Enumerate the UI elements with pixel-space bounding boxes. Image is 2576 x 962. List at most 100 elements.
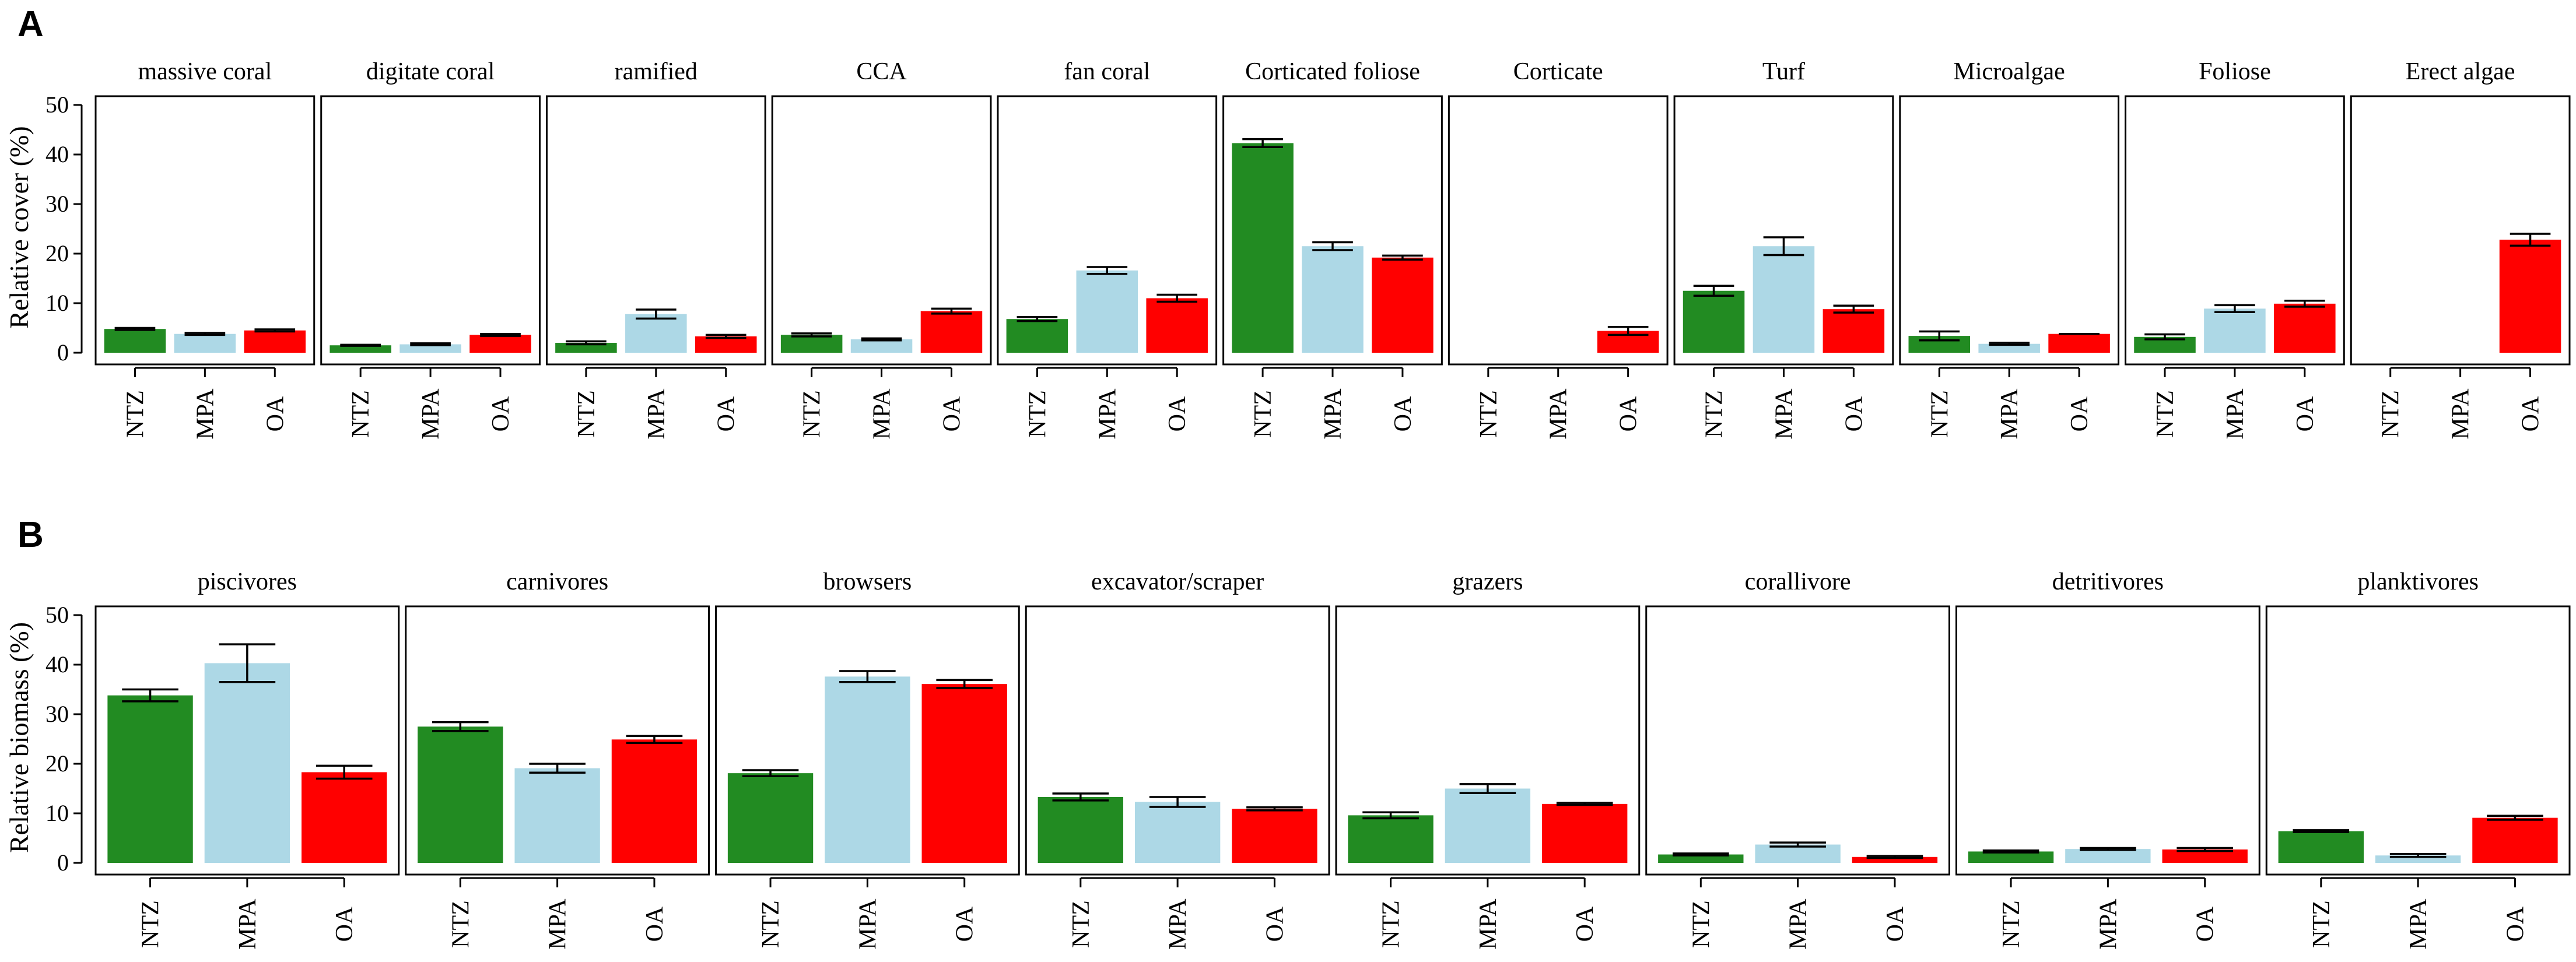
x-tick-label-ntz: NTZ	[758, 900, 784, 948]
error-bar	[566, 340, 607, 346]
facet-frame	[320, 95, 541, 366]
bar-ntz	[330, 345, 391, 353]
facet-title: excavator/scraper	[1091, 568, 1264, 595]
x-tick-label-mpa: MPA	[854, 898, 881, 950]
bar-ntz	[727, 773, 814, 863]
error-bar	[1052, 792, 1109, 802]
bar-oa	[244, 330, 306, 353]
bar-mpa	[1445, 788, 1531, 863]
facet-frame	[1673, 95, 1894, 366]
x-tick-label-mpa: MPA	[1545, 388, 1572, 440]
x-tick-label-mpa: MPA	[418, 388, 444, 440]
facet-frame	[94, 605, 400, 876]
facet-title: planktivores	[2357, 568, 2479, 595]
y-tick-label-b: 0	[57, 849, 69, 876]
facet-title: corallivore	[1745, 568, 1851, 595]
error-bar	[931, 307, 972, 315]
y-tick-label-b: 20	[45, 750, 69, 777]
y-tick-label-b: 30	[45, 701, 69, 727]
facet-frame	[715, 605, 1020, 876]
error-bar	[1017, 316, 1058, 322]
facet-title: browsers	[823, 568, 912, 595]
x-tick-label-ntz: NTZ	[1926, 390, 1953, 438]
bar-mpa	[825, 676, 910, 863]
bar-ntz	[1968, 851, 2054, 863]
facet-b: excavator/scraper NTZ MPA OA	[1025, 568, 1330, 950]
y-tick-label-a: 40	[45, 141, 69, 167]
x-tick-label-oa: OA	[2502, 906, 2529, 942]
y-tick-label-b: 40	[45, 651, 69, 677]
panel-b-biomass-chart: B Relative biomass (%) 0 10 20 30 40 50 pisci…	[4, 515, 2571, 950]
error-bar	[184, 332, 226, 336]
error-bar	[1833, 304, 1874, 314]
facet-b: grazers NTZ MPA OA	[1335, 568, 1641, 950]
y-tick-label-a: 10	[45, 290, 69, 316]
x-tick-label-ntz: NTZ	[799, 390, 826, 438]
panel-letter-b: B	[17, 515, 44, 555]
y-tick-label-b: 50	[45, 602, 69, 628]
x-tick-label-oa: OA	[2192, 906, 2219, 942]
facet-title: piscivores	[198, 568, 297, 595]
x-tick-label-oa: OA	[1572, 906, 1599, 942]
facet-b: corallivore NTZ MPA OA	[1645, 568, 1950, 950]
y-axis-title-b: Relative biomass (%)	[4, 622, 34, 853]
bar-ntz	[1683, 290, 1745, 353]
facet-frame	[1645, 605, 1950, 876]
facet-frame	[1955, 605, 2260, 876]
bar-oa	[2162, 849, 2248, 863]
bar-mpa	[204, 663, 290, 863]
facet-frame	[545, 95, 766, 366]
bar-oa	[302, 772, 387, 863]
facet-b: browsers NTZ MPA OA	[715, 568, 1020, 950]
y-axis-title-a: Relative cover (%)	[4, 126, 34, 328]
facet-a: ramified NTZ MPA OA	[545, 58, 766, 440]
x-tick-label-ntz: NTZ	[1024, 390, 1051, 438]
facet-b: detritivores NTZ MPA OA	[1955, 568, 2260, 950]
x-tick-label-oa: OA	[1261, 906, 1288, 942]
facet-title: carnivores	[506, 568, 608, 595]
error-bar	[480, 332, 521, 337]
bar-ntz	[1006, 319, 1068, 353]
error-bar	[2177, 847, 2233, 852]
x-tick-label-mpa: MPA	[234, 898, 261, 950]
y-tick-label-b: 10	[45, 800, 69, 826]
bar-ntz	[780, 335, 843, 353]
error-bar	[2293, 829, 2350, 834]
facet-a: Erect algae NTZ MPA OA	[2350, 58, 2571, 440]
facet-a: Foliose NTZ MPA OA	[2125, 58, 2345, 440]
x-tick-label-oa: OA	[1882, 906, 1909, 942]
facet-a: massive coral NTZ MPA OA	[94, 58, 316, 440]
facet-frame	[405, 605, 710, 876]
error-bar	[2284, 300, 2325, 308]
bar-oa	[2274, 303, 2336, 353]
error-bar	[861, 337, 902, 342]
bar-oa	[611, 739, 698, 863]
y-tick-label-a: 20	[45, 240, 69, 266]
error-bar	[254, 328, 296, 333]
x-tick-label-mpa: MPA	[869, 388, 896, 440]
x-tick-label-oa: OA	[1841, 396, 1867, 431]
facet-title: detritivores	[2052, 568, 2164, 595]
bar-oa	[1542, 803, 1628, 863]
x-tick-label-oa: OA	[642, 906, 668, 942]
x-tick-label-mpa: MPA	[2405, 898, 2432, 950]
error-bar	[1087, 266, 1128, 275]
x-tick-label-ntz: NTZ	[1068, 900, 1095, 948]
facet-a: Turf NTZ MPA OA	[1673, 58, 1894, 440]
x-tick-label-ntz: NTZ	[1475, 390, 1502, 438]
facet-title: digitate coral	[366, 58, 495, 85]
x-tick-label-ntz: NTZ	[2378, 390, 2405, 438]
y-tick-label-a: 30	[45, 191, 69, 217]
error-bar	[635, 308, 677, 320]
bar-oa	[469, 335, 531, 353]
x-tick-label-mpa: MPA	[2222, 388, 2249, 440]
x-tick-label-oa: OA	[2518, 396, 2545, 431]
error-bar	[2487, 814, 2543, 821]
error-bar	[1312, 241, 1353, 251]
facet-a: Microalgae NTZ MPA OA	[1899, 58, 2120, 440]
facet-title: CCA	[856, 58, 907, 85]
facet-title: Microalgae	[1954, 58, 2065, 85]
error-bar	[2144, 333, 2185, 340]
error-bar	[316, 764, 373, 780]
